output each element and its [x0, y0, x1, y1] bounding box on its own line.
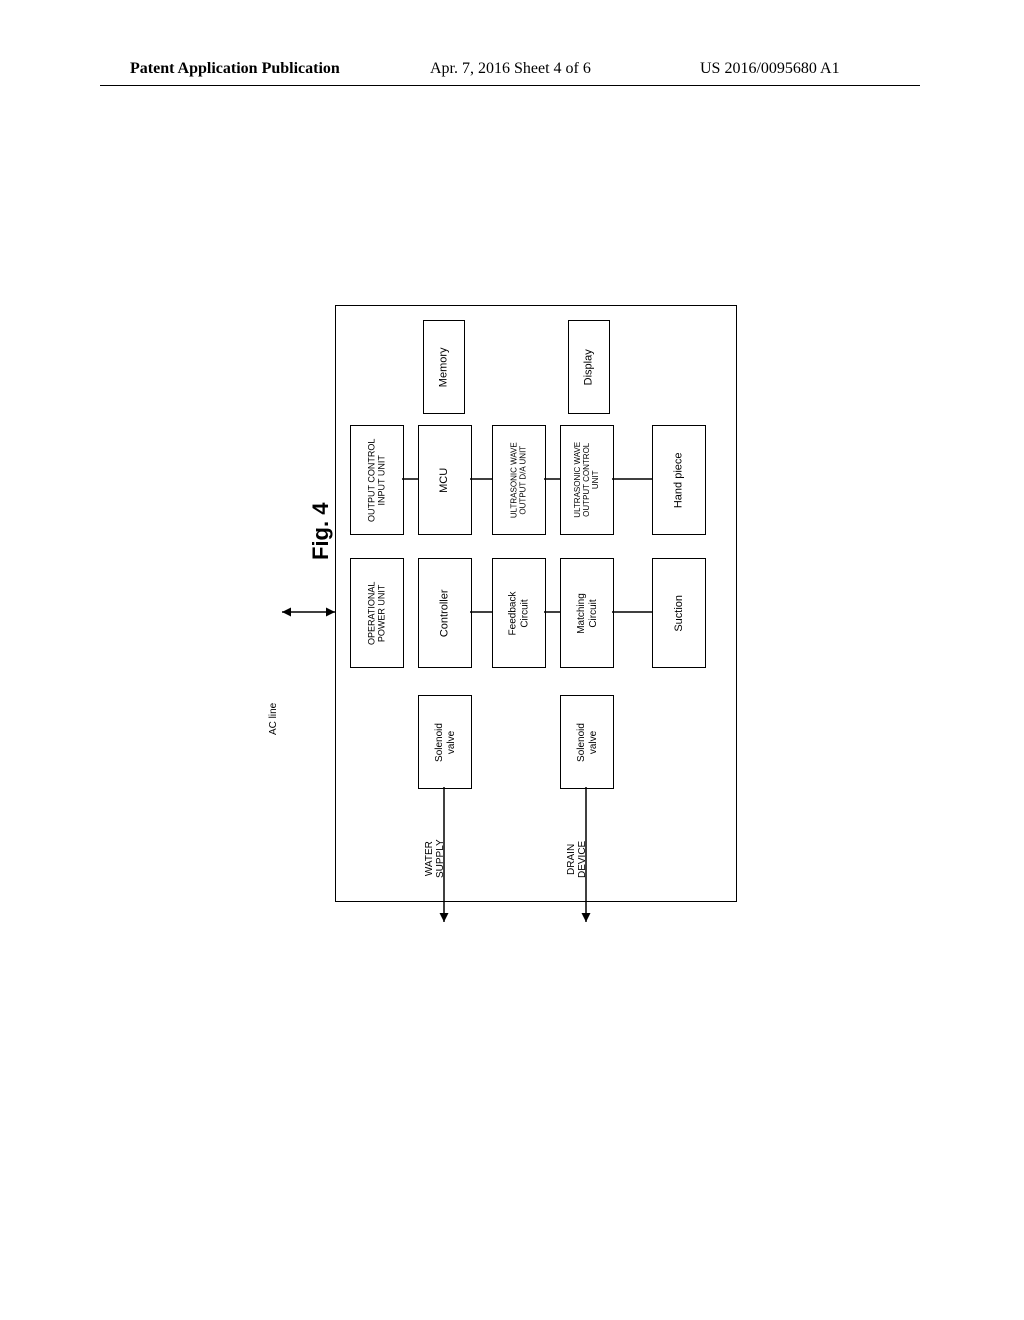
suction-block: Suction: [652, 558, 706, 668]
header-center: Apr. 7, 2016 Sheet 4 of 6: [430, 60, 591, 78]
header-left: Patent Application Publication: [130, 60, 340, 78]
matching-block: Matching Circuit: [560, 558, 614, 668]
operational-power-block: OPERATIONAL POWER UNIT: [350, 558, 404, 668]
controller-block: Controller: [418, 558, 472, 668]
header-right: US 2016/0095680 A1: [700, 60, 840, 78]
drain-device-label: DRAIN DEVICE: [566, 841, 588, 878]
memory-block: Memory: [423, 320, 465, 414]
output-control-input-block: OUTPUT CONTROL INPUT UNIT: [350, 425, 404, 535]
handpiece-block: Hand piece: [652, 425, 706, 535]
header-rule: [100, 85, 920, 86]
ultrasonic-da-block: ULTRASONIC WAVE OUTPUT D/A UNIT: [492, 425, 546, 535]
feedback-block: Feedback Circuit: [492, 558, 546, 668]
ultrasonic-output-control-block: ULTRASONIC WAVE OUTPUT CONTROL UNIT: [560, 425, 614, 535]
solenoid-valve-right-block: Solenoid valve: [560, 695, 614, 789]
solenoid-valve-left-block: Solenoid valve: [418, 695, 472, 789]
mcu-block: MCU: [418, 425, 472, 535]
figure-label: Fig. 4: [308, 503, 334, 560]
ac-line-label: AC line: [268, 703, 279, 735]
water-supply-label: WATER SUPPLY: [424, 839, 446, 878]
display-block: Display: [568, 320, 610, 414]
